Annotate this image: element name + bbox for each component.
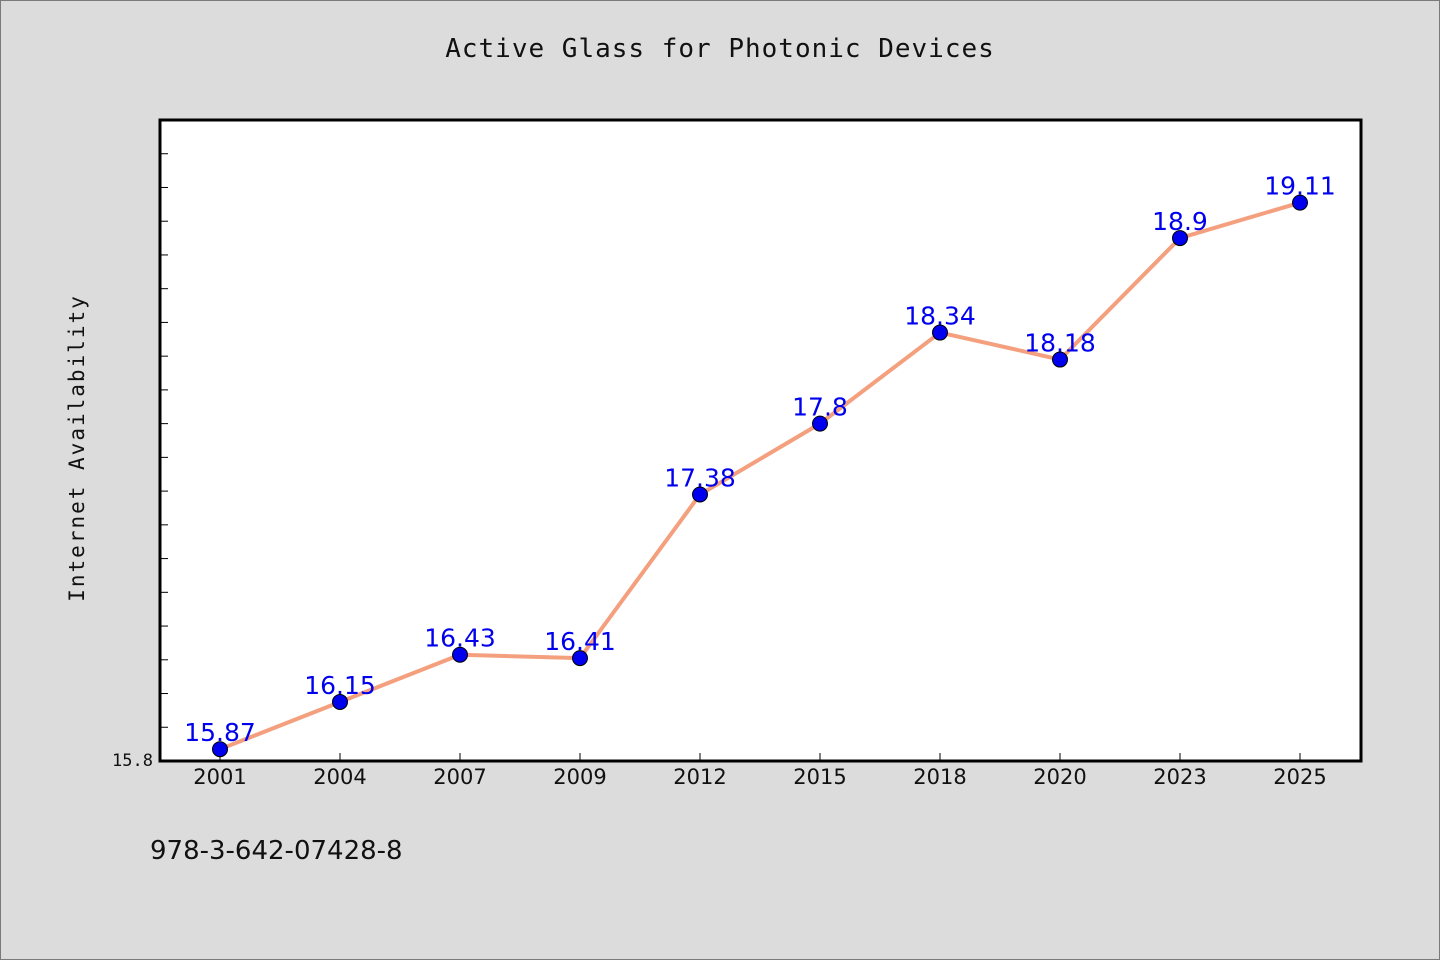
y-tick-label: 15.8 [112,751,153,771]
data-label: 17.8 [792,393,848,422]
data-point [332,693,348,710]
data-point [692,486,708,503]
x-axis-ticks: 2001 2004 2007 2009 2012 2015 2018 2020 2023 2025 [193,753,1327,789]
data-label: 19.11 [1264,172,1336,201]
data-point [1172,230,1188,247]
data-label: 16.43 [424,624,496,653]
x-tick-label: 2015 [793,765,846,789]
plot-border [158,118,1363,763]
data-point [572,650,588,667]
data-point [212,741,228,758]
data-label: 18.18 [1024,329,1096,358]
x-tick-label: 2007 [433,765,486,789]
x-tick-label: 2012 [673,765,726,789]
data-label: 16.41 [544,627,616,656]
x-tick-label: 2018 [913,765,966,789]
plot-area [160,120,1361,761]
data-point [812,415,828,432]
x-tick-label: 2020 [1033,765,1086,789]
data-point [1052,351,1068,368]
x-tick-label: 2009 [553,765,606,789]
data-label: 17.38 [664,463,736,492]
series-line [219,200,1301,752]
data-label: 15.87 [184,718,256,747]
x-tick-label: 2023 [1153,765,1206,789]
chart-title: Active Glass for Photonic Devices [445,34,995,64]
data-label: 18.34 [904,302,976,331]
x-tick-label: 2004 [313,765,366,789]
data-label: 16.15 [304,671,376,700]
data-point [932,324,948,341]
data-labels: 15.87 16.15 16.43 16.41 17.38 17.8 18.34 18.18 1… [184,172,1336,748]
data-point [1292,194,1308,211]
x-tick-label: 2025 [1273,765,1326,789]
data-markers [212,194,1308,758]
isbn-caption: 978-3-642-07428-8 [150,836,403,866]
data-label: 18.9 [1152,207,1208,236]
x-tick-label: 2001 [193,765,246,789]
data-point [452,646,468,663]
